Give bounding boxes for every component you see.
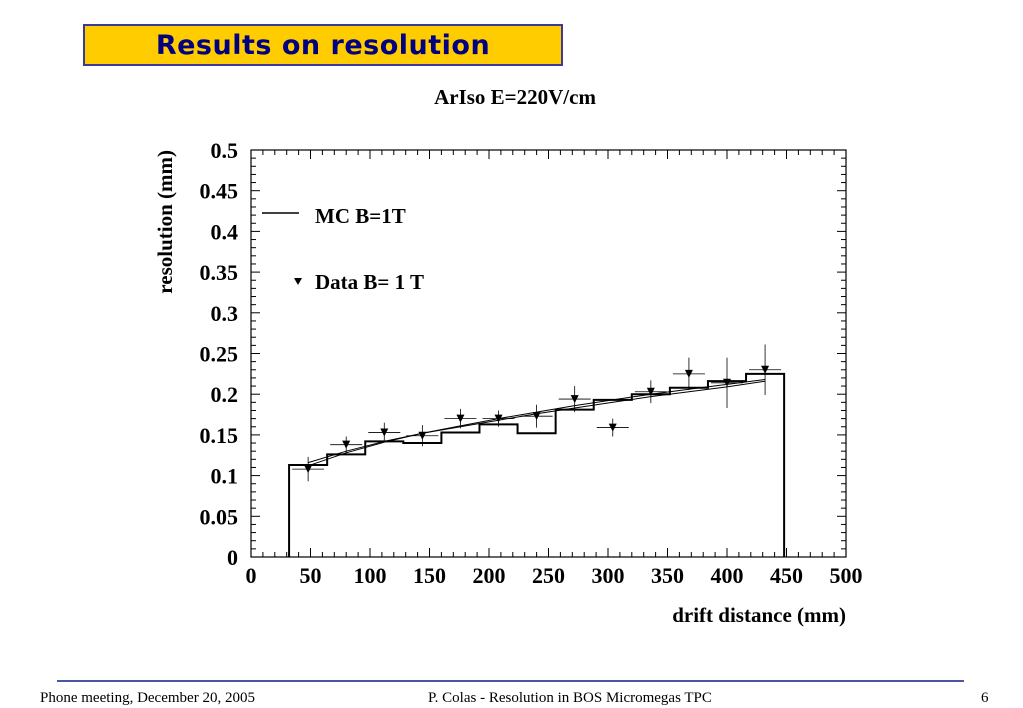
- chart-title: ArIso E=220V/cm: [434, 85, 596, 109]
- data-point: [672, 357, 705, 391]
- footer-meeting-date: Phone meeting, December 20, 2005: [40, 690, 255, 706]
- data-point: [330, 436, 363, 453]
- y-tick-label: 0.4: [211, 219, 239, 244]
- x-tick-label: 250: [532, 563, 565, 588]
- x-tick-label: 350: [651, 563, 684, 588]
- data-point: [711, 357, 743, 409]
- data-point: [520, 404, 553, 428]
- y-tick-label: 0: [227, 545, 238, 570]
- footer-page-number: 6: [981, 690, 989, 706]
- y-tick-label: 0.1: [211, 464, 239, 489]
- slide-title-box: Results on resolution: [83, 24, 563, 66]
- resolution-chart: 0 50 100 150 200 250 300 350 400 450 500 0 0.05 0.1 0.…: [153, 85, 863, 627]
- slide-title: Results on resolution: [155, 30, 491, 61]
- legend-data-label: Data B= 1 T: [315, 270, 424, 294]
- y-tick-label: 0.15: [200, 423, 239, 448]
- triangle-down-marker: [761, 365, 770, 374]
- triangle-down-marker: [304, 465, 313, 474]
- footer-divider: [57, 680, 964, 682]
- triangle-down-marker: [646, 387, 655, 396]
- triangle-down-marker: [418, 431, 427, 440]
- y-tick-label: 0.3: [211, 301, 239, 326]
- x-tick-label: 0: [246, 563, 257, 588]
- x-tick-label: 500: [830, 563, 863, 588]
- data-point: [368, 422, 401, 443]
- x-tick-label: 50: [300, 563, 322, 588]
- triangle-down-marker: [532, 412, 541, 421]
- x-tick-label: 450: [770, 563, 803, 588]
- y-tick-label: 0.35: [200, 260, 239, 285]
- triangle-down-marker: [608, 423, 617, 432]
- x-tick-label: 200: [473, 563, 506, 588]
- data-point: [596, 418, 629, 437]
- x-axis-label: drift distance (mm): [672, 603, 846, 627]
- data-point: [482, 410, 515, 427]
- y-tick-label: 0.25: [200, 342, 239, 367]
- y-tick-label: 0.05: [200, 504, 239, 529]
- y-tick-label: 0.45: [200, 179, 239, 204]
- triangle-down-marker: [570, 395, 579, 404]
- x-tick-label: 400: [711, 563, 744, 588]
- x-tick-label: 150: [413, 563, 446, 588]
- data-point: [292, 456, 325, 482]
- y-tick-label: 0.2: [211, 382, 239, 407]
- legend-mc-label: MC B=1T: [315, 204, 406, 228]
- data-point: [406, 425, 439, 447]
- x-tick-label: 100: [354, 563, 387, 588]
- triangle-down-marker: [494, 414, 503, 423]
- data-point: [634, 380, 667, 404]
- data-point: [749, 344, 782, 396]
- triangle-down-marker: [723, 378, 731, 387]
- mc-histogram: [288, 372, 786, 557]
- x-tick-label: 300: [592, 563, 625, 588]
- data-point: [444, 408, 477, 429]
- triangle-down-marker: [342, 440, 351, 449]
- triangle-down-marker: [456, 414, 465, 423]
- footer-author-topic: P. Colas - Resolution in BOS Micromegas …: [428, 690, 712, 706]
- y-axis-label: resolution (mm): [153, 150, 177, 294]
- y-tick-label: 0.5: [211, 138, 239, 163]
- triangle-down-marker: [684, 369, 693, 378]
- triangle-down-marker: [380, 428, 389, 437]
- legend-data-marker: [294, 278, 302, 285]
- data-point: [558, 386, 591, 413]
